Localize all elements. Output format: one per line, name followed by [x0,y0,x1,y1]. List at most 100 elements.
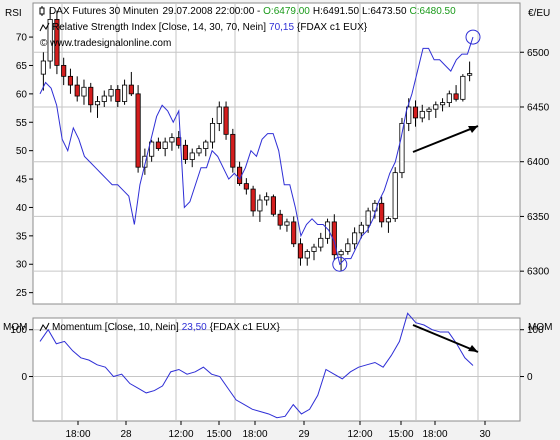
candle-body [162,141,168,149]
rsi-legend: Relative Strength Index [Close, 14, 30, … [39,22,368,33]
price-trend-arrowhead [468,126,478,133]
candle-body [108,89,114,97]
candle [318,232,324,252]
candle-body [453,93,459,100]
candle [311,243,317,261]
candle-body [67,75,74,86]
candle [216,101,222,132]
rsi-left-ticks: 25 30 35 40 45 50 55 60 65 70 [16,33,33,299]
candle [433,101,439,118]
candle-body [446,93,452,104]
candle-body [433,104,439,110]
rsi-low-circle [332,256,348,272]
candle [257,194,263,222]
x-axis: 18:00 28 12:00 15:00 18:00 29 12:00 15:00 18:00 3… [65,421,491,440]
candle [230,128,236,173]
candle-body [230,133,236,168]
candle [74,76,80,102]
candle-body [318,237,324,248]
candle [47,8,53,69]
candle [142,148,148,175]
candle [419,104,425,123]
line-legend-icon [39,22,50,32]
price-tick-label-3: 6450 [527,102,550,113]
price-axis-label: €/EU [528,8,550,19]
candle-body [399,123,405,174]
candle-body [270,196,276,215]
price-right-ticks: 6300 6350 6400 6450 6500 [520,48,550,278]
candlestick-series [40,8,473,272]
candle [108,85,114,102]
rsi-tick-label-2: 35 [16,231,28,242]
candle [81,79,87,105]
candle [426,106,432,121]
candle [439,98,446,112]
watermark: © www.tradesignalonline.com [40,38,171,49]
candle [115,85,121,107]
momentum-axis-label-right: MOM [528,322,552,333]
candle-body [264,196,270,201]
candle-body [88,86,94,106]
line-legend-icon [39,322,50,332]
candle-body [81,86,87,97]
momentum-line [39,312,474,419]
x-tick-label-9: 30 [479,429,491,440]
rsi-tick-label-4: 45 [16,175,28,186]
candle-body [94,101,101,106]
candle-body [352,232,358,245]
candle [182,139,189,164]
x-tick-label-7: 15:00 [388,429,413,440]
candle-body [250,188,256,212]
candle-body [467,73,473,76]
candle-body [115,89,121,102]
candle-body [304,251,310,259]
candle [270,194,276,217]
candle-body [182,144,189,160]
candle [291,216,297,248]
candle-body [40,60,46,75]
candle [128,71,134,97]
candle-body [74,84,80,97]
candle [460,74,466,102]
x-tick-label-6: 12:00 [347,429,372,440]
candle [209,117,216,149]
candle-body [406,106,412,124]
candle-body [297,243,304,259]
candle [358,221,364,239]
candle [94,96,101,118]
x-tick-label-3: 15:00 [206,429,231,440]
candle [101,90,107,107]
candle [264,192,270,206]
rsi-line [39,36,474,266]
price-tick-label-2: 6400 [527,157,550,168]
candle [392,167,398,222]
candle [284,218,290,232]
candle-body [61,64,67,77]
candle-body [243,183,249,190]
rsi-tick-label-7: 60 [16,89,28,100]
candle [61,57,67,86]
momentum-left-ticks: 0 100 [10,325,33,383]
momentum-legend: Momentum [Close, 10, Nein] 23,50 {FDAX c1 … [39,322,280,333]
candle [67,68,74,94]
candle-body [135,93,141,168]
candle [345,238,351,255]
candle [135,85,141,173]
candle-legend-icon [39,6,45,16]
candle [40,52,46,91]
candle [203,139,209,157]
price-tick-label-1: 6350 [527,212,550,223]
candle-body [196,148,202,154]
rsi-tick-label-8: 65 [16,61,28,72]
rsi-tick-label-6: 55 [16,118,28,129]
candle-body [419,110,425,119]
candle-body [291,221,297,245]
candle-body [358,224,364,234]
candle-body [142,155,148,168]
candle-body [311,246,317,252]
price-trend-arrow [412,125,479,153]
x-tick-label-0: 18:00 [65,429,90,440]
candle [385,216,391,233]
momentum-trend-arrowhead [468,345,478,352]
